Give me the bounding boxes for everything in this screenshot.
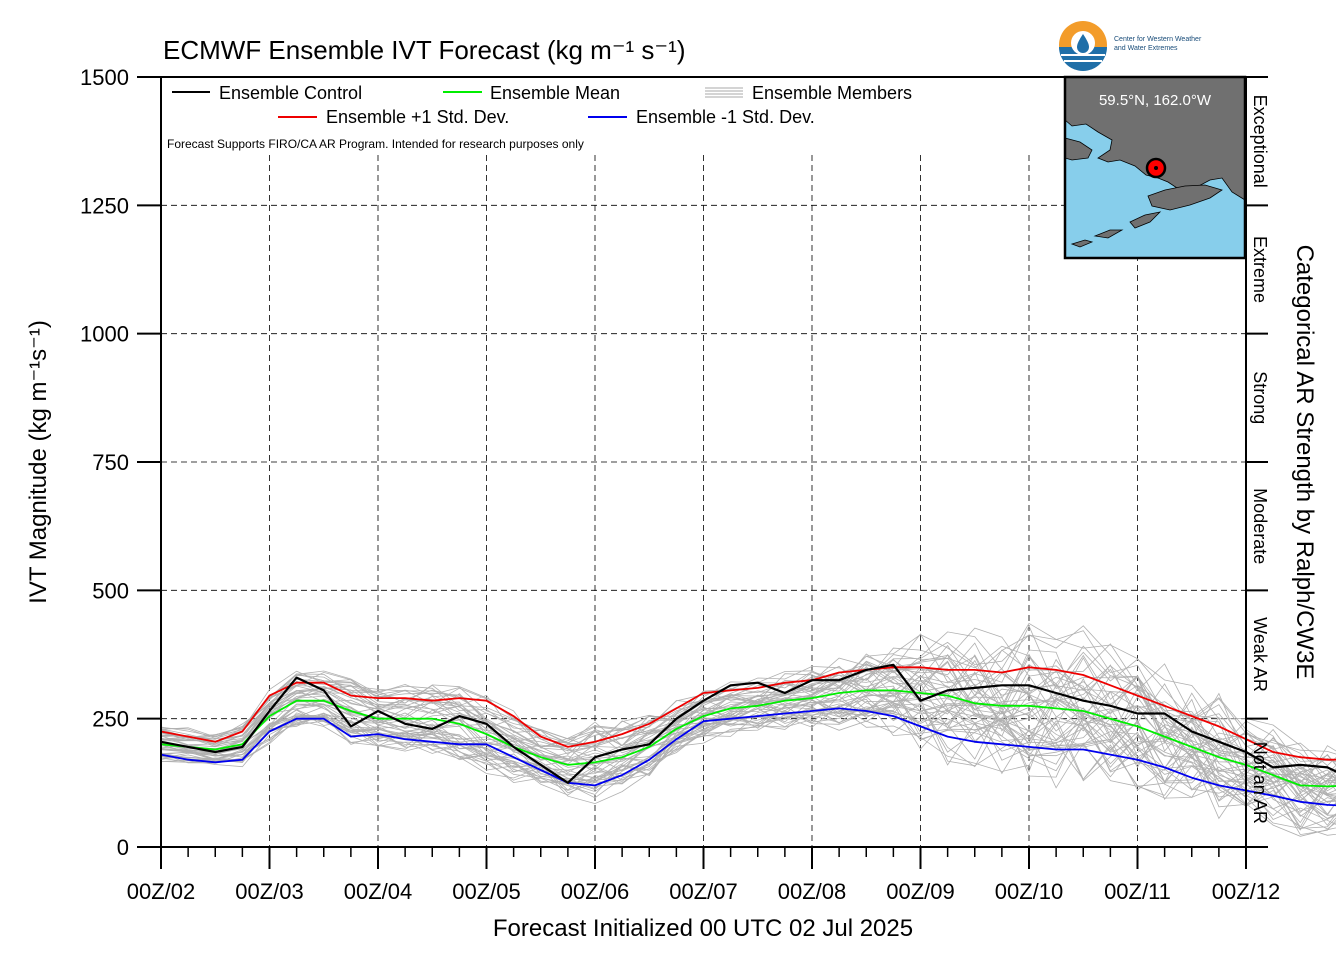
logo-line-1: Center for Western Weather bbox=[1114, 36, 1202, 43]
ensemble-member-line bbox=[160, 679, 1336, 816]
series-lines bbox=[160, 663, 1336, 807]
right-axis-label: Categorical AR Strength by Ralph/CW3E bbox=[1291, 245, 1318, 680]
x-tick-label: 00Z/04 bbox=[344, 879, 413, 904]
ensemble-member-line bbox=[160, 631, 1336, 783]
disclaimer-text: Forecast Supports FIRO/CA AR Program. In… bbox=[167, 137, 584, 151]
category-axis: Not an AR Weak AR Moderate Strong Extreme Exc… bbox=[1246, 76, 1270, 848]
y-axis: 0 250 500 750 1000 1250 1500 bbox=[80, 65, 161, 860]
y-tick-label: 1500 bbox=[80, 65, 129, 90]
legend-mean: Ensemble Mean bbox=[490, 83, 620, 103]
series-line-minus1 bbox=[160, 707, 1336, 807]
ensemble-member-line bbox=[160, 698, 1336, 825]
ensemble-member-line bbox=[160, 695, 1336, 831]
ensemble-member-line bbox=[160, 655, 1336, 788]
x-axis: 00Z/02 00Z/03 00Z/04 00Z/05 00Z/06 00Z/07 00Z/… bbox=[127, 847, 1281, 904]
ensemble-member-line bbox=[160, 627, 1336, 786]
legend-swatch-members bbox=[705, 87, 743, 98]
legend-control: Ensemble Control bbox=[219, 83, 362, 103]
logo-line-2: and Water Extremes bbox=[1114, 45, 1178, 52]
location-marker-center bbox=[1154, 166, 1158, 170]
ensemble-member-line bbox=[160, 622, 1336, 788]
y-tick-label: 500 bbox=[92, 578, 129, 603]
legend-plus1: Ensemble +1 Std. Dev. bbox=[326, 107, 509, 127]
y-axis-label: IVT Magnitude (kg m⁻¹s⁻¹) bbox=[25, 320, 52, 604]
x-axis-label: Forecast Initialized 00 UTC 02 Jul 2025 bbox=[493, 915, 913, 942]
category-label: Moderate bbox=[1250, 488, 1270, 564]
inset-map: 59.5°N, 162.0°W bbox=[1063, 75, 1247, 260]
x-tick-label: 00Z/08 bbox=[778, 879, 847, 904]
ensemble-member-line bbox=[160, 703, 1336, 824]
x-tick-label: 00Z/09 bbox=[886, 879, 955, 904]
x-tick-label: 00Z/07 bbox=[669, 879, 738, 904]
series-line-control bbox=[160, 663, 1336, 784]
x-tick-label: 00Z/06 bbox=[561, 879, 630, 904]
ensemble-member-line bbox=[160, 674, 1336, 815]
series-line-plus1 bbox=[160, 666, 1336, 761]
x-tick-label: 00Z/05 bbox=[452, 879, 521, 904]
ensemble-member-line bbox=[160, 701, 1336, 812]
x-tick-label: 00Z/10 bbox=[995, 879, 1064, 904]
y-tick-label: 1000 bbox=[80, 322, 129, 347]
y-tick-label: 0 bbox=[117, 835, 129, 860]
category-label: Exceptional bbox=[1250, 95, 1270, 188]
series-line-mean bbox=[160, 689, 1336, 788]
ensemble-member-line bbox=[160, 657, 1336, 795]
ensemble-member-line bbox=[160, 649, 1336, 773]
y-tick-label: 750 bbox=[92, 450, 129, 475]
ensemble-member-line bbox=[160, 710, 1336, 836]
category-label: Extreme bbox=[1250, 236, 1270, 303]
x-tick-label: 00Z/11 bbox=[1104, 879, 1171, 904]
ensemble-members bbox=[160, 622, 1336, 837]
ensemble-member-line bbox=[160, 658, 1336, 794]
ensemble-member-line bbox=[160, 696, 1336, 828]
legend: Ensemble Control Ensemble Mean Ensemble … bbox=[167, 83, 912, 151]
ensemble-member-line bbox=[160, 688, 1336, 813]
map-land bbox=[1064, 76, 1246, 248]
category-label: Strong bbox=[1250, 371, 1270, 424]
y-tick-label: 1250 bbox=[80, 193, 129, 218]
map-frame bbox=[1063, 75, 1247, 260]
logo-wave-icon bbox=[1059, 47, 1107, 71]
ensemble-member-line bbox=[160, 682, 1336, 803]
ensemble-member-line bbox=[160, 642, 1336, 788]
logo-droplet-icon bbox=[1077, 34, 1089, 53]
ensemble-member-line bbox=[160, 625, 1336, 783]
category-label: Weak AR bbox=[1250, 617, 1270, 692]
cw3e-logo: Center for Western Weather and Water Ext… bbox=[1059, 21, 1202, 71]
ensemble-member-line bbox=[160, 703, 1336, 816]
map-coordinates: 59.5°N, 162.0°W bbox=[1099, 92, 1212, 109]
legend-members: Ensemble Members bbox=[752, 83, 912, 103]
grid-lines bbox=[161, 155, 1246, 847]
x-tick-label: 00Z/12 bbox=[1212, 879, 1281, 904]
ensemble-member-line bbox=[160, 706, 1336, 829]
x-tick-label: 00Z/03 bbox=[235, 879, 304, 904]
chart-title: ECMWF Ensemble IVT Forecast (kg m⁻¹ s⁻¹) bbox=[163, 35, 685, 65]
ensemble-member-line bbox=[160, 653, 1336, 801]
ensemble-member-line bbox=[160, 634, 1336, 779]
x-tick-label: 00Z/02 bbox=[127, 879, 196, 904]
ensemble-member-line bbox=[160, 688, 1336, 819]
y-tick-label: 250 bbox=[92, 707, 129, 732]
legend-minus1: Ensemble -1 Std. Dev. bbox=[636, 107, 815, 127]
ensemble-member-line bbox=[160, 625, 1336, 767]
category-label: Not an AR bbox=[1250, 742, 1270, 824]
